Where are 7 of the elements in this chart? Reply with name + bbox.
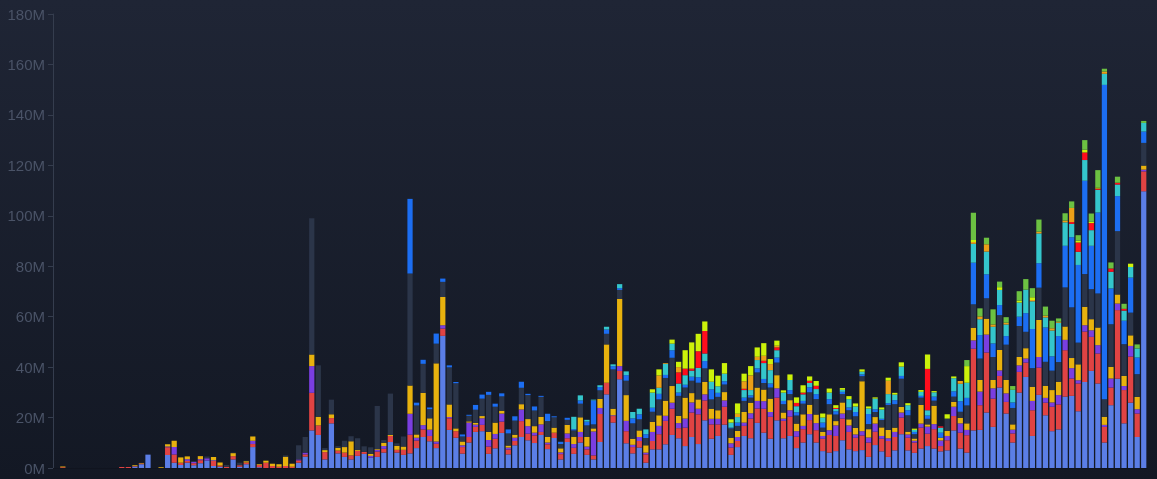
y-tick-label: 20M [15,409,45,427]
y-tick-label: 40M [15,358,45,376]
y-tick-label: 80M [15,257,45,275]
y-tick-label: 100M [7,207,45,225]
y-tick-label: 60M [15,308,45,326]
y-tick-label: 0M [24,459,45,477]
y-tick-label: 120M [7,156,45,174]
